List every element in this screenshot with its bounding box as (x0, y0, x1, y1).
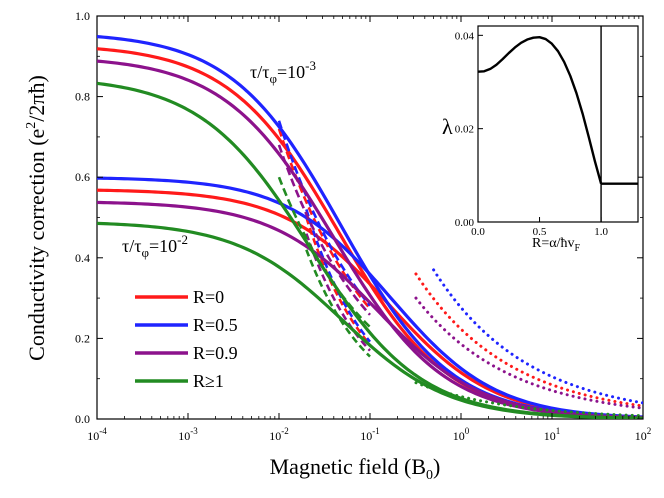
inset-y-label: λ (442, 114, 453, 139)
legend-label-1: R=0.5 (193, 315, 238, 335)
x-axis-ticks: 10-4 10-3 10-2 10-1 100 101 102 (87, 16, 651, 443)
legend-label-2: R=0.9 (193, 343, 238, 363)
series-2-set-1e2-dashed-line (305, 233, 371, 352)
x-tick-label: 10-2 (269, 426, 289, 443)
y-axis-ticks: 0.0 0.2 0.4 0.6 0.8 1.0 (75, 9, 643, 426)
inset-y-tick-label: 0.04 (455, 30, 475, 42)
legend: R=0 R=0.5 R=0.9 R≥1 (135, 287, 238, 391)
inset-curve-layer (478, 26, 638, 222)
x-tick-label: 100 (453, 426, 470, 443)
series-0-set-1e2-dashed-line (305, 217, 371, 346)
y-tick-label: 0.2 (75, 331, 90, 345)
inset-y-tick-label: 0.00 (455, 217, 475, 229)
inset-axis-ticks: 0.0 0.5 1.0 0.00 0.02 0.04 (455, 30, 609, 238)
series-0-asymptote-dotted-line (414, 272, 643, 408)
x-tick-label: 10-3 (178, 426, 198, 443)
inset-lambda-curve (478, 36, 603, 185)
y-axis-label: Conductivity correction (e2/2πħ) (24, 75, 49, 361)
series-2-set-1e3-dashed-line (277, 144, 371, 316)
x-axis-label: Magnetic field (B0) (270, 454, 441, 483)
inset-x-label: R=α/ħvF (532, 236, 580, 254)
inset-x-tick-label: 1.0 (594, 226, 608, 238)
annotation-tau-1e-2: τ/τφ=10-2 (122, 232, 188, 260)
series-0-set-1e3-dashed-line (277, 128, 371, 310)
x-tick-label: 10-1 (360, 426, 380, 443)
series-3-asymptote-dotted-line (414, 381, 643, 418)
annotation-tau-1e-3: τ/τφ=10-3 (250, 58, 316, 86)
series-3-set-1e3-dashed-line (277, 176, 371, 328)
legend-label-3: R≥1 (193, 371, 224, 391)
inset-frame (477, 25, 639, 223)
series-2-asymptote-dotted-line (414, 296, 643, 410)
y-tick-label: 0.0 (75, 412, 90, 426)
legend-label-0: R=0 (193, 287, 224, 307)
x-tick-label: 102 (635, 426, 652, 443)
inset-x-tick-label: 0.0 (471, 226, 485, 238)
series-1-set-1e2-solid-line (97, 176, 643, 419)
y-tick-label: 0.6 (75, 170, 90, 184)
y-tick-label: 1.0 (75, 9, 90, 23)
y-tick-label: 0.8 (75, 90, 90, 104)
inset-y-tick-label: 0.02 (455, 124, 474, 136)
x-tick-label: 101 (544, 426, 561, 443)
series-1-asymptote-dotted-line (432, 268, 643, 405)
inset-x-tick-label: 0.5 (533, 226, 547, 238)
y-tick-label: 0.4 (75, 251, 90, 265)
series-3-set-1e2-dashed-line (305, 249, 371, 358)
x-tick-label: 10-4 (87, 426, 107, 443)
